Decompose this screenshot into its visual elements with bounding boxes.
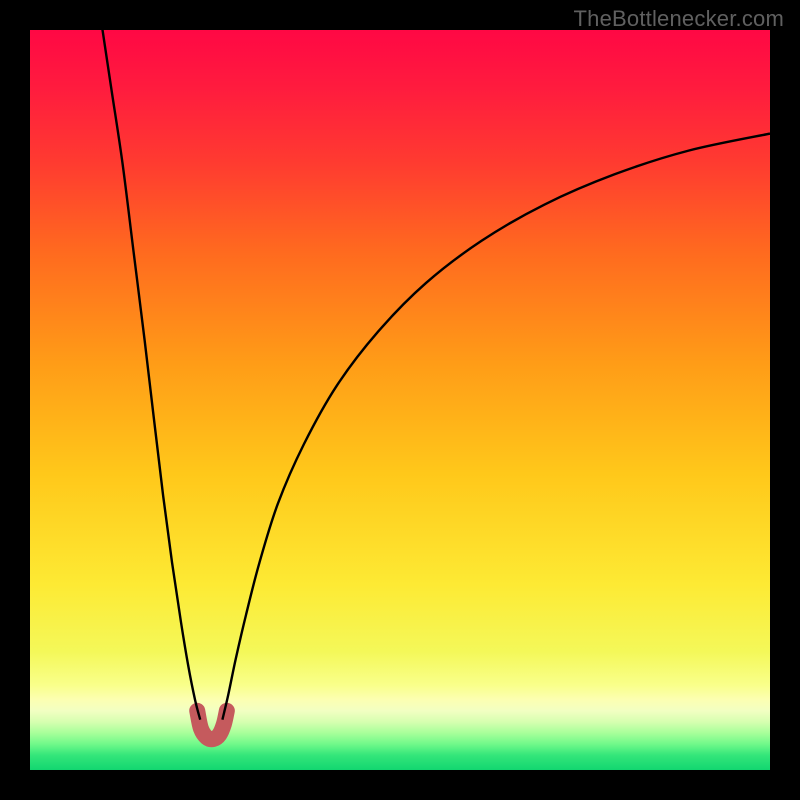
curve-right-branch: [222, 134, 770, 720]
curve-layer: [30, 30, 770, 770]
curve-left-branch: [100, 30, 200, 720]
chart-stage: TheBottlenecker.com: [0, 0, 800, 800]
plot-frame: [30, 30, 770, 770]
watermark-text: TheBottlenecker.com: [574, 6, 784, 32]
